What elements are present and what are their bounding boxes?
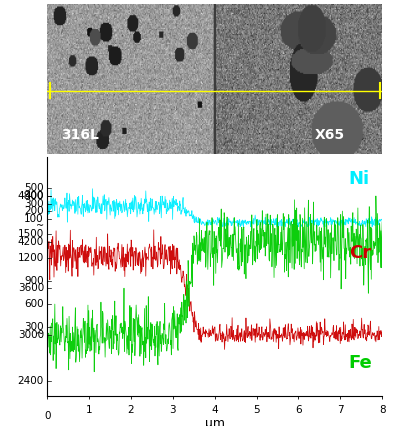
Text: 3000: 3000	[18, 330, 44, 340]
Text: 100: 100	[24, 214, 44, 224]
Text: 900: 900	[24, 276, 44, 286]
Text: ~: ~	[36, 222, 44, 231]
Text: 1500: 1500	[18, 230, 44, 239]
Text: 600: 600	[24, 299, 44, 309]
Text: X65: X65	[315, 127, 345, 141]
Text: Ni: Ni	[349, 170, 370, 188]
Text: 3600: 3600	[18, 283, 44, 294]
Text: 1200: 1200	[18, 253, 44, 262]
Text: ~: ~	[36, 329, 44, 339]
Text: 316L: 316L	[61, 127, 98, 141]
Text: Fe: Fe	[349, 354, 372, 372]
X-axis label: μm: μm	[205, 417, 225, 426]
Text: 300: 300	[24, 322, 44, 332]
Text: Cr: Cr	[349, 244, 371, 262]
Text: 200: 200	[24, 206, 44, 216]
Text: 4200: 4200	[18, 237, 44, 247]
Text: 500: 500	[24, 183, 44, 193]
Text: 0: 0	[44, 411, 50, 420]
Text: 300: 300	[24, 199, 44, 209]
Text: 4800: 4800	[18, 191, 44, 201]
Text: 400: 400	[24, 191, 44, 201]
Text: 2400: 2400	[18, 376, 44, 386]
